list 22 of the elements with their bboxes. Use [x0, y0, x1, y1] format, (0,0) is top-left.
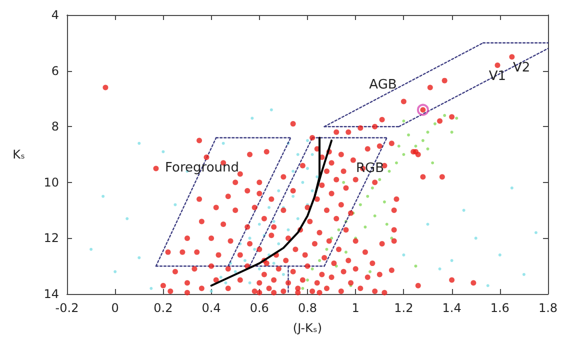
x-tick-label: 0.8: [298, 301, 318, 315]
y-tick-label: 6: [51, 64, 59, 78]
x-tick-label: -0.2: [55, 301, 79, 315]
x-tick-label: 1.4: [442, 301, 462, 315]
x-tick-label: 0.2: [154, 301, 173, 315]
y-tick-label: 12: [44, 231, 59, 246]
x-tick-label: 1: [352, 301, 360, 315]
annotation: V2: [512, 60, 530, 76]
y-tick-label: 4: [51, 8, 59, 22]
annotation: Foreground: [164, 160, 240, 176]
annotation: AGB: [369, 78, 397, 92]
x-tick-label: 1.6: [490, 301, 510, 315]
y-tick-label: 14: [44, 287, 59, 301]
x-tick-label: 1.2: [394, 301, 414, 315]
y-tick-label: 8: [51, 120, 59, 134]
y-axis-title: Kₛ: [12, 148, 25, 162]
y-tick-label: 10: [44, 175, 59, 190]
x-tick-label: 0.4: [202, 301, 221, 315]
x-tick-label: 0.6: [250, 301, 269, 315]
x-axis-title: (J-Kₛ): [292, 321, 322, 335]
x-tick-label: 0: [111, 301, 119, 315]
x-tick-label: 1.8: [538, 301, 558, 315]
